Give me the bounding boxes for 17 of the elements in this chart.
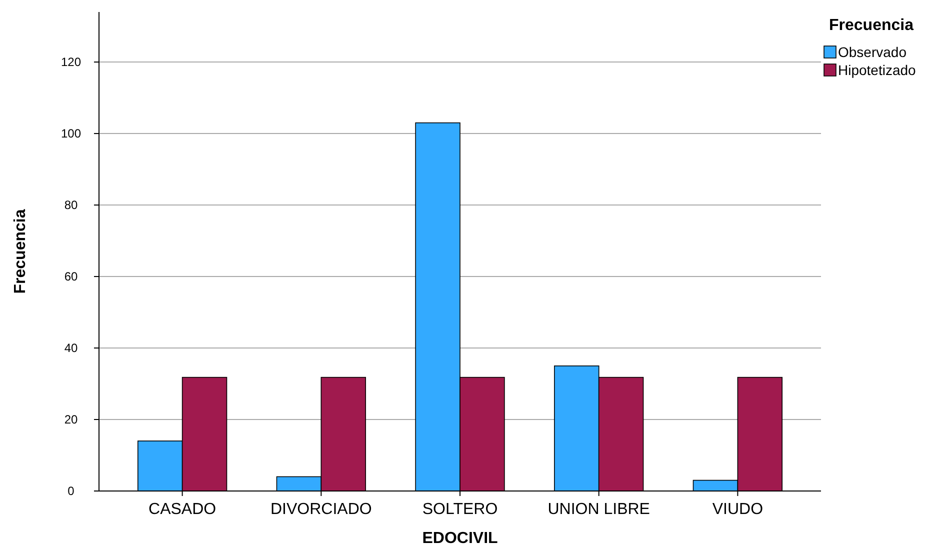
y-tick-label: 40 xyxy=(64,341,78,356)
x-tick-label: UNION LIBRE xyxy=(548,501,650,518)
x-tick-label: SOLTERO xyxy=(422,501,498,518)
y-tick-label: 120 xyxy=(60,55,82,70)
y-tick-label: 0 xyxy=(68,484,75,498)
legend-label: Observado xyxy=(838,44,907,60)
x-tick-label: DIVORCIADO xyxy=(270,501,372,518)
y-tick-label: 100 xyxy=(60,126,82,141)
legend-title: Frecuencia xyxy=(829,17,914,34)
y-axis-title: Frecuencia xyxy=(12,209,29,294)
x-tick-label: VIUDO xyxy=(712,501,764,518)
x-axis-title: EDOCIVIL xyxy=(422,530,498,547)
x-tick-label: CASADO xyxy=(148,501,216,518)
y-tick-label: 60 xyxy=(64,270,78,284)
legend-label: Hipotetizado xyxy=(838,62,916,78)
y-tick-label: 20 xyxy=(64,412,78,427)
y-tick-label: 80 xyxy=(64,198,78,212)
